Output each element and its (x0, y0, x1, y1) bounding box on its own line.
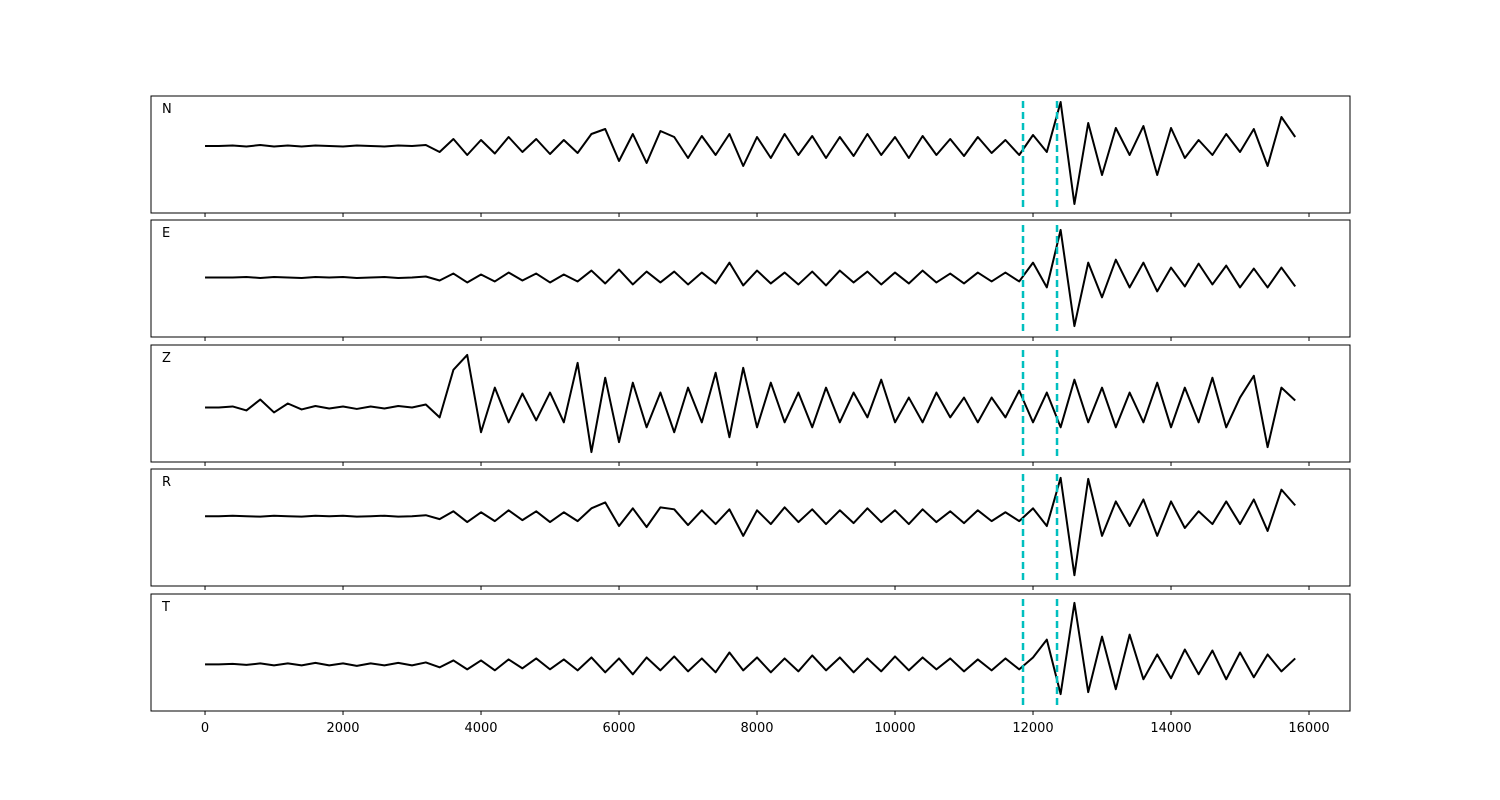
panel-frame (150, 468, 1351, 587)
panel-label: T (161, 600, 170, 615)
x-tick-label: 14000 (1150, 721, 1191, 736)
panel-frame (150, 593, 1351, 712)
x-tick-label: 10000 (874, 721, 915, 736)
x-tick-label: 8000 (740, 721, 773, 736)
waveform (205, 476, 1296, 577)
panel-label: Z (162, 351, 171, 366)
x-tick-label: 16000 (1288, 721, 1329, 736)
panel-label: E (162, 226, 170, 241)
x-tick-label: 12000 (1012, 721, 1053, 736)
waveform (205, 601, 1296, 696)
panel-label: R (162, 475, 171, 490)
waveform (205, 228, 1297, 328)
waveform (205, 353, 1296, 454)
x-tick-label: 2000 (326, 721, 359, 736)
x-tick-label: 4000 (464, 721, 497, 736)
waveform (205, 101, 1297, 205)
panel-frame (150, 344, 1351, 463)
x-tick-label: 6000 (602, 721, 635, 736)
panel-label: N (162, 102, 172, 117)
panel-frame (150, 219, 1351, 338)
x-tick-label: 0 (201, 721, 209, 736)
panel-frame (150, 95, 1351, 214)
